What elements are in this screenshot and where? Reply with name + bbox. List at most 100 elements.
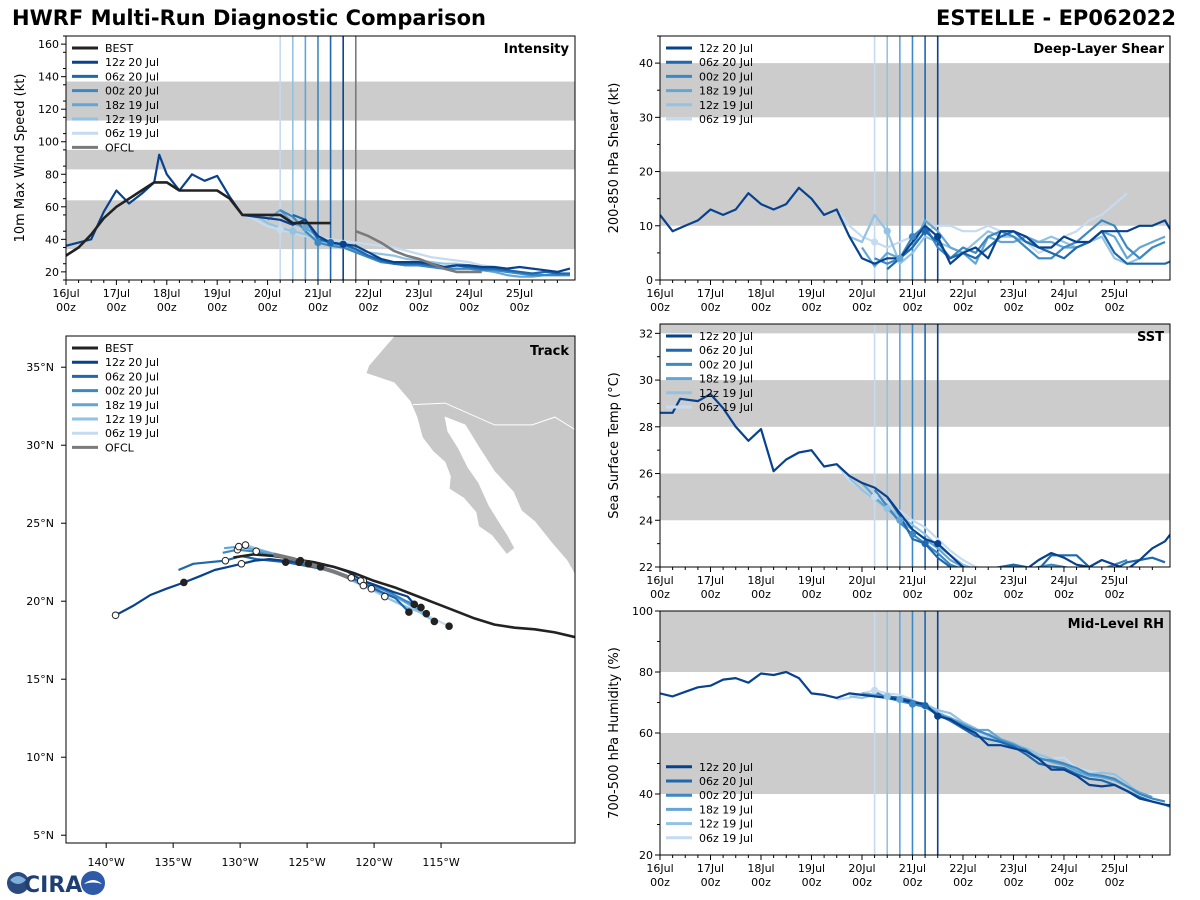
track-point-marker [405,608,413,616]
track-xtick-label: 125°W [288,856,325,869]
track-ytick-label: 25°N [26,517,54,530]
shear-legend-label: 18z 19 Jul [699,85,753,98]
rh-xtick-label: 19Jul [798,862,825,875]
intensity-xtick-sublabel: 00z [459,301,479,314]
rh-legend-label: 06z 20 Jul [699,775,753,788]
track-point-marker [417,603,425,612]
panel-shear: 01020304016Jul00z17Jul00z18Jul00z19Jul00… [607,35,1171,314]
sst-xtick-label: 18Jul [747,574,774,587]
track-point-marker [241,541,250,549]
sst-ylabel: Sea Surface Temp (°C) [607,372,622,519]
sst-plot-area [660,324,1170,567]
shear-init-marker [883,227,891,235]
rh-xtick-label: 25Jul [1101,862,1128,875]
intensity-xtick-label: 25Jul [506,287,533,300]
intensity-xtick-label: 21Jul [304,287,331,300]
rh-legend-label: 12z 19 Jul [699,818,753,831]
rh-legend-label: 00z 20 Jul [699,789,753,802]
intensity-init-marker [289,227,297,235]
rh-init-marker [896,695,904,704]
rh-xtick-label: 20Jul [848,862,875,875]
shear-xtick-sublabel: 00z [802,301,822,314]
intensity-init-marker [276,225,284,234]
sst-init-marker [934,540,942,548]
panel-rh: 2040608010016Jul00z17Jul00z18Jul00z19Jul… [607,605,1171,889]
track-ytick-label: 5°N [33,829,54,842]
intensity-run-line-5 [241,212,495,269]
sst-xtick-sublabel: 00z [1004,588,1024,601]
sst-xtick-sublabel: 00z [953,588,973,601]
shear-xtick-label: 24Jul [1050,287,1077,300]
rh-init-marker [921,701,929,710]
intensity-xtick-label: 23Jul [405,287,432,300]
track-legend-label: 18z 19 Jul [105,399,159,412]
shear-xtick-sublabel: 00z [751,301,771,314]
track-point-marker [221,556,230,565]
intensity-ytick-label: 20 [45,266,59,279]
intensity-ytick-label: 80 [45,168,59,181]
shear-xtick-label: 18Jul [747,287,774,300]
intensity-legend-label: 12z 19 Jul [105,113,159,126]
rh-init-marker [908,700,917,708]
sst-xtick-label: 21Jul [899,574,926,587]
shear-xtick-sublabel: 00z [701,301,721,314]
track-panel-label: Track [530,344,569,359]
sst-xtick-label: 16Jul [646,574,673,587]
intensity-legend-label: 18z 19 Jul [105,99,159,112]
sst-ytick-label: 24 [639,514,653,527]
track-ytick-label: 35°N [26,361,54,374]
sst-init-marker [883,504,891,513]
sst-legend-label: 12z 20 Jul [699,330,753,343]
rh-ylabel: 700-500 hPa Humidity (%) [607,647,622,819]
rh-plot-area [660,611,1170,855]
intensity-xtick-sublabel: 00z [207,301,227,314]
sst-ytick-label: 26 [639,468,653,481]
intensity-threshold-band [66,81,575,121]
shear-xtick-sublabel: 00z [953,301,973,314]
intensity-frame [65,35,576,281]
track-point-marker [367,584,376,593]
track-run-line-0 [115,557,416,617]
rh-xtick-label: 24Jul [1050,862,1077,875]
sst-xtick-label: 19Jul [798,574,825,587]
shear-xtick-label: 19Jul [798,287,825,300]
sst-legend-label: 06z 20 Jul [699,344,753,357]
shear-xtick-label: 22Jul [949,287,976,300]
track-legend-label: 12z 20 Jul [105,356,159,369]
intensity-init-marker [339,240,347,248]
intensity-xtick-label: 20Jul [254,287,281,300]
rh-xtick-sublabel: 00z [701,876,721,889]
rh-xtick-sublabel: 00z [751,876,771,889]
panel-track: 140°W 135°W 130°W 125°W 120°W 115°W 5°N 10°N 15°… [26,335,576,869]
sst-xtick-sublabel: 00z [1105,588,1125,601]
sst-run-line-2 [873,489,1128,567]
intensity-plot-area [66,36,575,280]
rh-xtick-sublabel: 00z [953,876,973,889]
shear-legend-label: 06z 19 Jul [699,113,753,126]
rh-ytick-label: 20 [639,849,653,862]
track-point-marker [445,622,453,630]
intensity-ytick-label: 60 [45,201,59,214]
sst-legend-label: 18z 19 Jul [699,373,753,386]
track-point-marker [304,559,313,568]
intensity-init-marker [301,224,309,232]
cira-emblem-icon [81,871,105,895]
intensity-ytick-label: 120 [38,103,59,116]
intensity-legend-label: 00z 20 Jul [105,85,159,98]
shear-init-marker [908,233,917,241]
intensity-ytick-label: 160 [38,38,59,51]
sst-xtick-label: 22Jul [949,574,976,587]
intensity-ytick-label: 100 [38,136,59,149]
rh-xtick-label: 17Jul [697,862,724,875]
rh-threshold-band [660,611,1170,672]
sst-xtick-sublabel: 00z [751,588,771,601]
intensity-xtick-label: 19Jul [204,287,231,300]
rh-xtick-label: 23Jul [1000,862,1027,875]
shear-plot-area [660,36,1170,280]
intensity-init-marker [326,238,335,247]
track-xtick-label: 130°W [221,856,258,869]
cira-logo: CIRA [7,871,105,898]
intensity-ofcl-line [355,229,482,274]
sst-xtick-label: 24Jul [1050,574,1077,587]
rh-ytick-label: 40 [639,788,653,801]
